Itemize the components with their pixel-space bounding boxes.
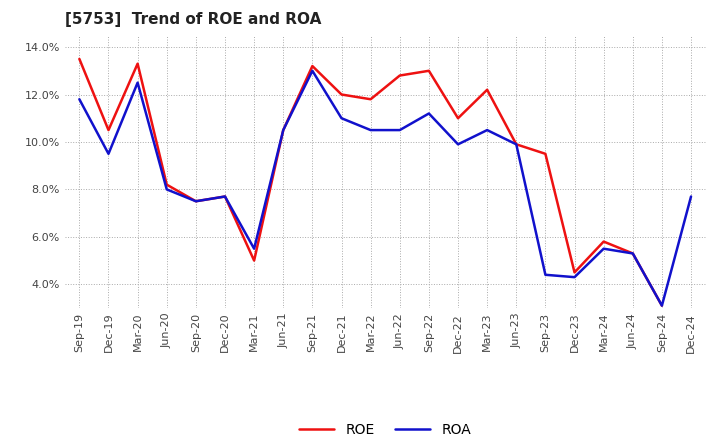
ROE (192, 198, 200, 204)
ROA (599, 246, 608, 251)
ROE (541, 151, 550, 157)
ROE (133, 61, 142, 66)
ROE (425, 68, 433, 73)
ROA (454, 142, 462, 147)
ROE (629, 251, 637, 256)
ROE (163, 182, 171, 187)
ROA (133, 80, 142, 85)
ROE (104, 128, 113, 133)
ROA (337, 116, 346, 121)
ROA (366, 128, 375, 133)
ROE (75, 56, 84, 62)
ROA (220, 194, 229, 199)
ROA (308, 68, 317, 73)
ROA (629, 251, 637, 256)
ROA (483, 128, 492, 133)
ROE (337, 92, 346, 97)
ROE (512, 142, 521, 147)
ROA (657, 303, 666, 308)
ROE (570, 270, 579, 275)
ROA (541, 272, 550, 278)
ROE (657, 303, 666, 308)
ROA (192, 198, 200, 204)
ROA (75, 97, 84, 102)
ROA (395, 128, 404, 133)
ROE (395, 73, 404, 78)
ROE (366, 97, 375, 102)
ROA (425, 111, 433, 116)
ROA (570, 275, 579, 280)
ROA (279, 128, 287, 133)
ROA (250, 246, 258, 251)
ROE (599, 239, 608, 244)
Line: ROA: ROA (79, 71, 691, 306)
ROE (250, 258, 258, 263)
ROA (163, 187, 171, 192)
ROE (220, 194, 229, 199)
Line: ROE: ROE (79, 59, 662, 306)
ROE (454, 116, 462, 121)
ROA (687, 194, 696, 199)
ROE (279, 128, 287, 133)
ROE (483, 87, 492, 92)
ROA (512, 142, 521, 147)
Legend: ROE, ROA: ROE, ROA (294, 418, 477, 440)
Text: [5753]  Trend of ROE and ROA: [5753] Trend of ROE and ROA (65, 12, 321, 27)
ROA (104, 151, 113, 157)
ROE (308, 63, 317, 69)
